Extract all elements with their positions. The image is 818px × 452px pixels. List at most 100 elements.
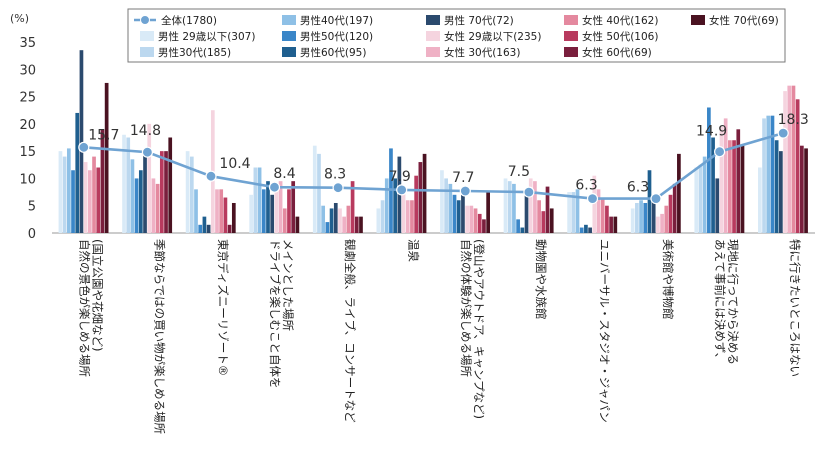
legend-label: 女性 50代(106) (582, 30, 658, 43)
bar (651, 197, 656, 233)
category-label: 自然の景色が楽しめる場所 (国立公園や花畑など) (77, 239, 104, 377)
bar (762, 118, 766, 233)
category-label-line: (登山やアウトドア、キャンプなど) (472, 239, 486, 419)
bar (380, 200, 385, 233)
bar (698, 164, 703, 233)
bar (414, 175, 419, 233)
category-label: 季節ならではの買い物が楽しめる場所 (152, 239, 166, 435)
category-label: ユニバーサル・スタジオ・ジャパン (598, 239, 612, 423)
bar (592, 175, 597, 233)
bar (333, 202, 338, 233)
overall-point (205, 170, 217, 182)
bar (461, 194, 465, 233)
bar (405, 200, 410, 233)
bar (266, 181, 270, 233)
bar (647, 170, 652, 233)
bar (804, 148, 808, 233)
bar (295, 216, 300, 233)
overall-point (141, 146, 153, 158)
bar (482, 219, 486, 233)
bar (596, 189, 601, 233)
y-tick-label: 20 (19, 118, 36, 133)
y-tick-label: 0 (28, 227, 36, 242)
bar (456, 200, 461, 233)
bar (643, 202, 648, 233)
bar (206, 224, 211, 233)
bar (122, 134, 126, 233)
bar (605, 205, 609, 233)
bar (715, 178, 720, 233)
category-label-line: 動物園や水族館 (534, 239, 548, 320)
bar (79, 50, 84, 233)
bar (728, 140, 732, 233)
bar (635, 202, 639, 233)
y-tick-label: 35 (19, 36, 36, 51)
overall-data-label: 6.3 (575, 178, 597, 194)
bar (401, 192, 406, 233)
bar (202, 216, 207, 233)
bar (96, 167, 101, 233)
category-label-line: あえて事前には決めず、 (713, 239, 727, 364)
overall-data-label: 8.4 (273, 166, 295, 182)
bar (354, 216, 359, 233)
bar (537, 200, 541, 233)
legend-label: 女性 70代(69) (709, 14, 779, 27)
category-label-line: ドライブを楽しむこと自体を (268, 239, 282, 389)
legend-swatch (140, 47, 154, 57)
bar (473, 208, 478, 233)
bar (143, 151, 147, 233)
bar (147, 123, 152, 233)
bar (159, 151, 164, 233)
bar (312, 145, 317, 233)
category-label-line: (国立公園や花畑など) (90, 239, 104, 351)
bar (227, 224, 232, 233)
overall-point (777, 127, 789, 139)
legend-box (127, 8, 786, 63)
overall-point (268, 181, 281, 193)
overall-data-label: 8.3 (324, 167, 346, 183)
category-label-line: 美術館や博物館 (661, 239, 675, 320)
bar (639, 200, 643, 233)
bar (795, 99, 800, 233)
category-label-line: 温泉 (407, 239, 421, 262)
overall-data-label: 7.5 (508, 164, 530, 180)
overall-data-label: 7.7 (452, 170, 474, 186)
bar (75, 112, 80, 233)
bar (249, 194, 254, 233)
category-label: ドライブを楽しむこと自体を メインとした場所 (268, 239, 295, 389)
bar (418, 162, 423, 233)
bar (223, 197, 228, 233)
category-label-line: メインとした場所 (281, 239, 295, 331)
overall-data-label: 18.3 (778, 112, 809, 128)
bar (198, 224, 203, 233)
overall-line-path (83, 131, 784, 200)
overall-data-label: 14.9 (696, 124, 727, 140)
bar (71, 170, 75, 233)
bar (164, 151, 168, 233)
bar (134, 178, 139, 233)
bar (62, 156, 67, 233)
bar (664, 205, 669, 233)
category-label-line: 季節ならではの買い物が楽しめる場所 (152, 239, 166, 435)
category-label-line: 観劇全般、ライブ、コンサートなど (343, 239, 357, 423)
bar (274, 189, 279, 233)
bar (384, 178, 389, 233)
bar (287, 189, 291, 233)
category-label: 特に行きたいところはない (788, 239, 802, 377)
category-labels: 自然の景色が楽しめる場所 (国立公園や花畑など) 季節ならではの買い物が楽しめる場所… (77, 239, 802, 435)
bar (253, 167, 258, 233)
bar (549, 208, 554, 233)
category-label: 動物園や水族館 (534, 239, 548, 320)
bar (257, 167, 262, 233)
bar (321, 205, 326, 233)
bar-groups (58, 50, 808, 234)
bar (600, 197, 605, 233)
legend-label: 女性 40代(162) (582, 14, 658, 27)
legend-label: 女性 30代(163) (444, 46, 520, 59)
bar (503, 178, 508, 233)
category-label-line: 特に行きたいところはない (788, 239, 802, 377)
category-label: 観劇全般、ライブ、コンサートなど (343, 239, 357, 423)
bar (444, 178, 448, 233)
overall-data-label: 15.7 (88, 127, 119, 143)
y-tick-label: 25 (19, 91, 36, 106)
